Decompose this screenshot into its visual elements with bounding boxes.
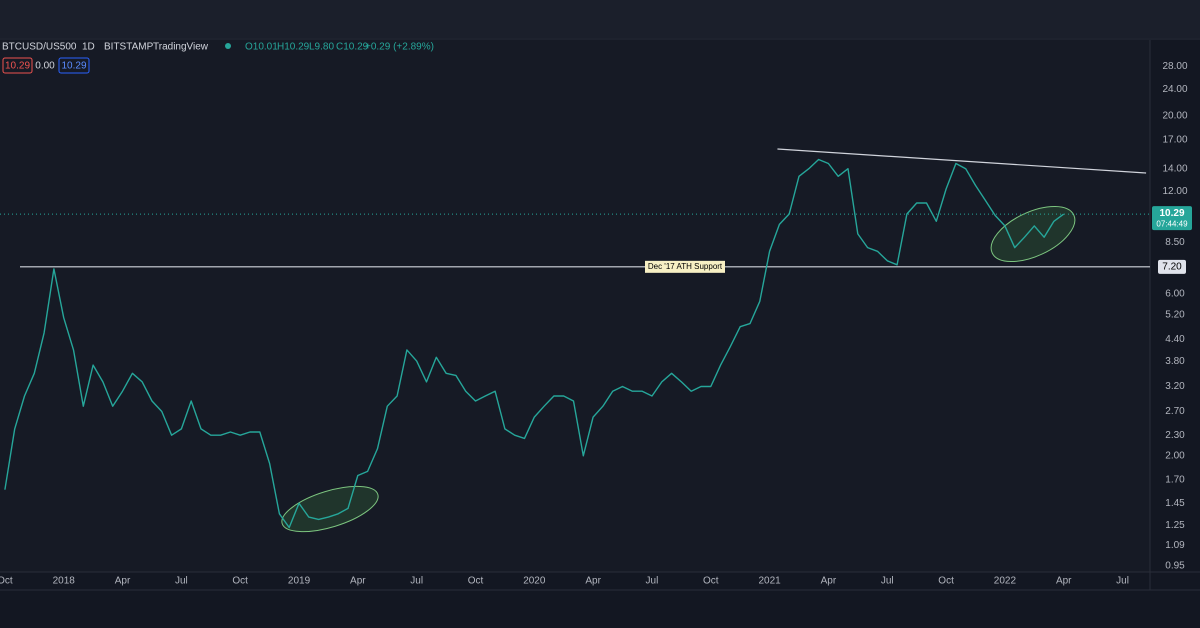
highlight-zone <box>281 485 379 533</box>
exchange: BITSTAMP <box>104 42 154 53</box>
x-tick-label: Apr <box>821 576 837 587</box>
x-tick-label: Jul <box>1116 576 1129 587</box>
y-tick-label: 2.00 <box>1165 450 1185 461</box>
y-tick-label: 20.00 <box>1162 111 1187 122</box>
badge-text: 0.00 <box>35 61 55 72</box>
ohlc: L9.80 <box>309 42 334 53</box>
y-tick-label: 0.95 <box>1165 560 1185 571</box>
price-line <box>4 158 1065 529</box>
x-tick-label: 2019 <box>288 576 311 587</box>
badge-text: 10.29 <box>5 61 30 72</box>
y-tick-label: 2.30 <box>1165 430 1185 441</box>
x-tick-label: Apr <box>115 576 131 587</box>
axis-label: 7.20 <box>1162 261 1182 272</box>
y-tick-label: 12.00 <box>1162 186 1187 197</box>
symbol: BTCUSD/US500 <box>2 42 77 53</box>
y-tick-label: 1.09 <box>1165 540 1185 551</box>
source: TradingView <box>153 42 209 53</box>
y-tick-label: 17.00 <box>1162 135 1187 146</box>
y-tick-label: 4.40 <box>1165 334 1185 345</box>
x-tick-label: Oct <box>468 576 484 587</box>
highlight-zone <box>990 205 1076 263</box>
y-tick-label: 3.80 <box>1165 356 1185 367</box>
x-tick-label: 2021 <box>758 576 781 587</box>
y-tick-label: 3.20 <box>1165 381 1185 392</box>
y-tick-label: 6.00 <box>1165 288 1185 299</box>
y-tick-label: 28.00 <box>1162 61 1187 72</box>
x-tick-label: 2018 <box>53 576 76 587</box>
y-tick-label: 1.70 <box>1165 474 1185 485</box>
x-tick-label: Jul <box>410 576 423 587</box>
last-price: 10.29 <box>1159 208 1184 219</box>
plot-area <box>0 40 1150 572</box>
x-tick-label: Oct <box>232 576 248 587</box>
x-tick-label: Apr <box>585 576 601 587</box>
x-tick-label: 2020 <box>523 576 546 587</box>
support-label-box <box>645 260 725 273</box>
y-tick-label: 1.25 <box>1165 520 1185 531</box>
y-tick-label: 2.70 <box>1165 406 1185 417</box>
y-tick-label: 8.50 <box>1165 237 1185 248</box>
x-tick-label: Apr <box>1056 576 1072 587</box>
support-label: Dec '17 ATH Support <box>648 262 723 271</box>
y-tick-label: 14.00 <box>1162 163 1187 174</box>
y-tick-label: 1.45 <box>1165 498 1185 509</box>
interval: 1D <box>82 42 95 53</box>
axis-label-box <box>1158 259 1186 274</box>
header: BTCUSD/US500 1D BITSTAMP TradingView O10… <box>2 42 434 74</box>
badge <box>2 57 33 74</box>
x-tick-label: Oct <box>703 576 719 587</box>
trendline <box>777 148 1147 174</box>
x-tick-label: 2022 <box>994 576 1017 587</box>
countdown: 07:44:49 <box>1156 219 1188 228</box>
x-tick-label: Oct <box>0 576 13 587</box>
badge <box>58 57 90 74</box>
x-tick-label: Jul <box>646 576 659 587</box>
status-dot <box>225 43 231 49</box>
badge-text: 10.29 <box>61 61 86 72</box>
x-tick-label: Jul <box>175 576 188 587</box>
y-tick-label: 5.20 <box>1165 309 1185 320</box>
x-tick-label: Jul <box>881 576 894 587</box>
ohlc: O10.01 <box>245 42 278 53</box>
ohlc: C10.29 <box>336 42 369 53</box>
ohlc: +0.29 (+2.89%) <box>365 42 434 53</box>
y-tick-label: 24.00 <box>1162 84 1187 95</box>
top-bar <box>0 0 1200 38</box>
ohlc: H10.29 <box>277 42 310 53</box>
x-tick-label: Oct <box>938 576 954 587</box>
last-price-box <box>1152 206 1192 231</box>
x-tick-label: Apr <box>350 576 366 587</box>
